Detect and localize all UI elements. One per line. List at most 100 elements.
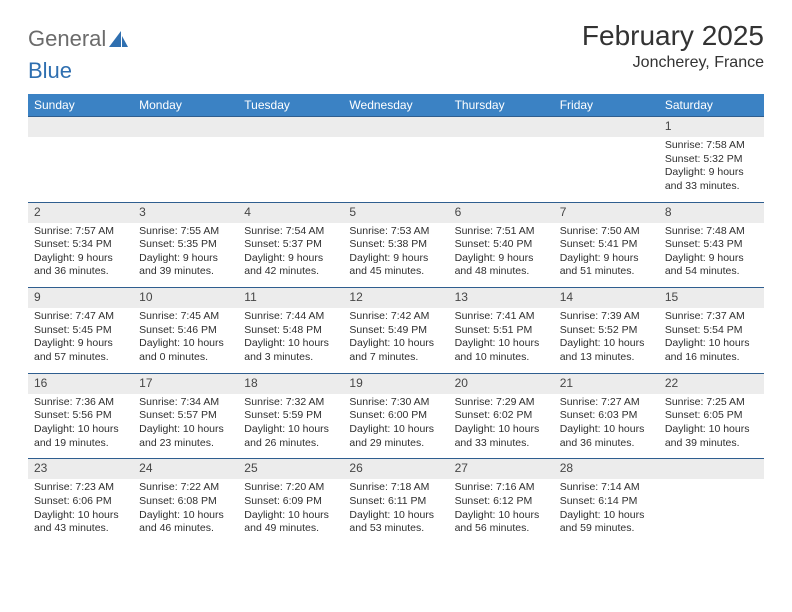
weekday-header: Monday bbox=[133, 94, 238, 117]
day-body: Sunrise: 7:18 AMSunset: 6:11 PMDaylight:… bbox=[343, 479, 448, 544]
sunrise-text: Sunrise: 7:14 AM bbox=[560, 481, 653, 495]
day-body: Sunrise: 7:23 AMSunset: 6:06 PMDaylight:… bbox=[28, 479, 133, 544]
day-number bbox=[554, 117, 659, 137]
day-body: Sunrise: 7:39 AMSunset: 5:52 PMDaylight:… bbox=[554, 308, 659, 373]
day-number: 25 bbox=[238, 459, 343, 479]
sunset-text: Sunset: 5:38 PM bbox=[349, 238, 442, 252]
sunset-text: Sunset: 5:56 PM bbox=[34, 409, 127, 423]
sunrise-text: Sunrise: 7:18 AM bbox=[349, 481, 442, 495]
sunset-text: Sunset: 5:41 PM bbox=[560, 238, 653, 252]
daylight-text: Daylight: 9 hours and 51 minutes. bbox=[560, 252, 653, 279]
sunset-text: Sunset: 5:43 PM bbox=[665, 238, 758, 252]
day-body: Sunrise: 7:54 AMSunset: 5:37 PMDaylight:… bbox=[238, 223, 343, 288]
day-body: Sunrise: 7:30 AMSunset: 6:00 PMDaylight:… bbox=[343, 394, 448, 459]
daynum-row: 232425262728 bbox=[28, 459, 764, 480]
day-number: 10 bbox=[133, 288, 238, 308]
day-number: 11 bbox=[238, 288, 343, 308]
day-number: 8 bbox=[659, 203, 764, 223]
daylight-text: Daylight: 10 hours and 43 minutes. bbox=[34, 509, 127, 536]
weekday-header-row: Sunday Monday Tuesday Wednesday Thursday… bbox=[28, 94, 764, 117]
day-number: 23 bbox=[28, 459, 133, 479]
sunrise-text: Sunrise: 7:25 AM bbox=[665, 396, 758, 410]
day-number: 17 bbox=[133, 374, 238, 394]
logo: General bbox=[28, 26, 130, 52]
daylight-text: Daylight: 9 hours and 45 minutes. bbox=[349, 252, 442, 279]
sunset-text: Sunset: 5:59 PM bbox=[244, 409, 337, 423]
daylight-text: Daylight: 9 hours and 39 minutes. bbox=[139, 252, 232, 279]
daylight-text: Daylight: 10 hours and 23 minutes. bbox=[139, 423, 232, 450]
sunrise-text: Sunrise: 7:22 AM bbox=[139, 481, 232, 495]
daynum-row: 9101112131415 bbox=[28, 288, 764, 309]
daylight-text: Daylight: 10 hours and 29 minutes. bbox=[349, 423, 442, 450]
daylight-text: Daylight: 10 hours and 46 minutes. bbox=[139, 509, 232, 536]
daynum-row: 2345678 bbox=[28, 202, 764, 223]
day-body: Sunrise: 7:41 AMSunset: 5:51 PMDaylight:… bbox=[449, 308, 554, 373]
daynum-row: 1 bbox=[28, 117, 764, 138]
day-number: 16 bbox=[28, 374, 133, 394]
day-body: Sunrise: 7:44 AMSunset: 5:48 PMDaylight:… bbox=[238, 308, 343, 373]
day-body: Sunrise: 7:25 AMSunset: 6:05 PMDaylight:… bbox=[659, 394, 764, 459]
day-number: 26 bbox=[343, 459, 448, 479]
day-number: 18 bbox=[238, 374, 343, 394]
day-body bbox=[659, 479, 764, 543]
sunrise-text: Sunrise: 7:37 AM bbox=[665, 310, 758, 324]
day-number: 22 bbox=[659, 374, 764, 394]
logo-text-blue: Blue bbox=[28, 58, 72, 84]
day-number: 14 bbox=[554, 288, 659, 308]
sunrise-text: Sunrise: 7:23 AM bbox=[34, 481, 127, 495]
day-number: 21 bbox=[554, 374, 659, 394]
day-body: Sunrise: 7:51 AMSunset: 5:40 PMDaylight:… bbox=[449, 223, 554, 288]
day-body: Sunrise: 7:53 AMSunset: 5:38 PMDaylight:… bbox=[343, 223, 448, 288]
day-number: 12 bbox=[343, 288, 448, 308]
daylight-text: Daylight: 10 hours and 16 minutes. bbox=[665, 337, 758, 364]
daybody-row: Sunrise: 7:58 AMSunset: 5:32 PMDaylight:… bbox=[28, 137, 764, 202]
day-number: 13 bbox=[449, 288, 554, 308]
calendar-table: Sunday Monday Tuesday Wednesday Thursday… bbox=[28, 94, 764, 544]
day-body: Sunrise: 7:36 AMSunset: 5:56 PMDaylight:… bbox=[28, 394, 133, 459]
day-body: Sunrise: 7:14 AMSunset: 6:14 PMDaylight:… bbox=[554, 479, 659, 544]
sunrise-text: Sunrise: 7:51 AM bbox=[455, 225, 548, 239]
day-number bbox=[449, 117, 554, 137]
day-body: Sunrise: 7:20 AMSunset: 6:09 PMDaylight:… bbox=[238, 479, 343, 544]
daylight-text: Daylight: 10 hours and 7 minutes. bbox=[349, 337, 442, 364]
sunrise-text: Sunrise: 7:45 AM bbox=[139, 310, 232, 324]
day-body: Sunrise: 7:47 AMSunset: 5:45 PMDaylight:… bbox=[28, 308, 133, 373]
logo-sail-icon bbox=[108, 30, 130, 48]
day-body bbox=[449, 137, 554, 201]
sunrise-text: Sunrise: 7:39 AM bbox=[560, 310, 653, 324]
day-body bbox=[238, 137, 343, 201]
daybody-row: Sunrise: 7:57 AMSunset: 5:34 PMDaylight:… bbox=[28, 223, 764, 288]
daylight-text: Daylight: 10 hours and 10 minutes. bbox=[455, 337, 548, 364]
sunrise-text: Sunrise: 7:29 AM bbox=[455, 396, 548, 410]
sunset-text: Sunset: 5:32 PM bbox=[665, 153, 758, 167]
day-number: 24 bbox=[133, 459, 238, 479]
day-number: 27 bbox=[449, 459, 554, 479]
weekday-header: Friday bbox=[554, 94, 659, 117]
day-number: 1 bbox=[659, 117, 764, 137]
sunset-text: Sunset: 5:48 PM bbox=[244, 324, 337, 338]
sunset-text: Sunset: 6:11 PM bbox=[349, 495, 442, 509]
sunset-text: Sunset: 6:14 PM bbox=[560, 495, 653, 509]
sunset-text: Sunset: 5:45 PM bbox=[34, 324, 127, 338]
day-body bbox=[133, 137, 238, 201]
day-number: 15 bbox=[659, 288, 764, 308]
day-number bbox=[28, 117, 133, 137]
day-body: Sunrise: 7:58 AMSunset: 5:32 PMDaylight:… bbox=[659, 137, 764, 202]
sunset-text: Sunset: 5:51 PM bbox=[455, 324, 548, 338]
title-block: February 2025 Joncherey, France bbox=[582, 20, 764, 72]
location: Joncherey, France bbox=[582, 54, 764, 72]
day-number: 19 bbox=[343, 374, 448, 394]
sunset-text: Sunset: 5:46 PM bbox=[139, 324, 232, 338]
month-title: February 2025 bbox=[582, 20, 764, 52]
day-number bbox=[133, 117, 238, 137]
sunrise-text: Sunrise: 7:34 AM bbox=[139, 396, 232, 410]
day-body bbox=[28, 137, 133, 201]
sunset-text: Sunset: 5:37 PM bbox=[244, 238, 337, 252]
day-number bbox=[659, 459, 764, 479]
sunrise-text: Sunrise: 7:53 AM bbox=[349, 225, 442, 239]
sunset-text: Sunset: 5:40 PM bbox=[455, 238, 548, 252]
sunset-text: Sunset: 5:54 PM bbox=[665, 324, 758, 338]
day-body: Sunrise: 7:29 AMSunset: 6:02 PMDaylight:… bbox=[449, 394, 554, 459]
sunrise-text: Sunrise: 7:36 AM bbox=[34, 396, 127, 410]
day-number bbox=[238, 117, 343, 137]
